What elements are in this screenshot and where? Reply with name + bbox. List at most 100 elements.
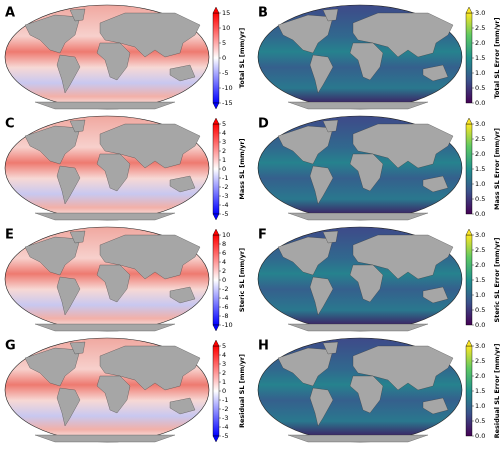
colorbar-label: Residual SL Error [mm/yr] xyxy=(493,344,500,439)
colorbar-tick-label: 0 xyxy=(222,387,226,395)
colorbar-extend-max xyxy=(212,117,220,125)
colorbar-tick-label: 0.0 xyxy=(475,432,485,440)
colorbar-tick-label: 4 xyxy=(222,129,226,137)
colorbar-tick-label: 2 xyxy=(222,147,226,155)
colorbar-tick-label: 1.0 xyxy=(475,291,485,299)
colorbar-tick-label: 1.5 xyxy=(475,276,485,284)
colorbar-tick-label: 2.0 xyxy=(475,39,485,47)
colorbar-tick-label: 1 xyxy=(222,156,226,164)
colorbar-label: Steric SL Error [mm/yr] xyxy=(493,238,500,323)
colorbar-tick-label: -10 xyxy=(222,84,233,92)
colorbar xyxy=(465,345,473,437)
colorbar-label: Mass SL Error [mm/yr] xyxy=(493,128,500,210)
colorbar-tick-label: -4 xyxy=(222,201,228,209)
colorbar-tick-label: 0.5 xyxy=(475,84,485,92)
panel: H 0.0 0.5 1.0 1.5 2.0 2.5 3.0 Residual SL Error … xyxy=(257,337,500,443)
colorbar-tick-label: -5 xyxy=(222,432,228,440)
colorbar-tick-label: 1.0 xyxy=(475,180,485,188)
panel-letter: H xyxy=(258,339,269,354)
panel-letter: G xyxy=(5,339,16,354)
colorbar-tick-label: 2.0 xyxy=(475,261,485,269)
colorbar-extend-max xyxy=(465,228,473,236)
colorbar-tick-label: -3 xyxy=(222,192,228,200)
colorbar-extend-min xyxy=(212,213,220,221)
panel: F 0.0 0.5 1.0 1.5 2.0 2.5 3.0 Steric SL Error [m… xyxy=(257,226,500,332)
colorbar-extend-max xyxy=(465,6,473,14)
colorbar-tick-label: 1.0 xyxy=(475,69,485,77)
colorbar-tick-label: 2.5 xyxy=(475,357,485,365)
colorbar-tick-label: 2 xyxy=(222,369,226,377)
colorbar-extend-max xyxy=(465,117,473,125)
colorbar-tick-label: 2.0 xyxy=(475,150,485,158)
colorbar-label: Steric SL [mm/yr] xyxy=(238,248,246,312)
colorbar-tick-label: -1 xyxy=(222,174,228,182)
colorbar-tick-label: -5 xyxy=(222,210,228,218)
colorbar xyxy=(212,345,220,437)
colorbar-tick-label: 5 xyxy=(222,120,226,128)
colorbar-tick-label: 3.0 xyxy=(475,342,485,350)
colorbar-extend-max xyxy=(212,6,220,14)
colorbar-tick-label: 4 xyxy=(222,351,226,359)
colorbar-tick-label: -1 xyxy=(222,396,228,404)
colorbar-tick-label: -15 xyxy=(222,99,233,107)
colorbar-tick-label: 1.0 xyxy=(475,402,485,410)
colorbar-label: Residual SL [mm/yr] xyxy=(238,354,246,428)
colorbar-tick-label: -8 xyxy=(222,312,228,320)
colorbar-tick-label: 0.0 xyxy=(475,321,485,329)
colorbar-extend-max xyxy=(465,339,473,347)
colorbar-extend-min xyxy=(212,324,220,332)
panel-letter: C xyxy=(5,117,15,132)
colorbar-tick-label: 6 xyxy=(222,249,226,257)
colorbar-tick-label: 1 xyxy=(222,378,226,386)
colorbar-tick-label: 2 xyxy=(222,267,226,275)
colorbar-tick-label: -5 xyxy=(222,69,228,77)
colorbar xyxy=(465,12,473,104)
colorbar-tick-label: -6 xyxy=(222,303,228,311)
colorbar xyxy=(212,12,220,104)
colorbar-tick-label: -2 xyxy=(222,285,228,293)
colorbar-tick-label: 5 xyxy=(222,39,226,47)
colorbar xyxy=(212,123,220,215)
colorbar-tick-label: 0.5 xyxy=(475,306,485,314)
colorbar-label: Total SL Error [mm/yr] xyxy=(493,17,500,98)
colorbar-tick-label: 3.0 xyxy=(475,9,485,17)
colorbar-tick-label: 0.5 xyxy=(475,417,485,425)
colorbar-tick-label: -10 xyxy=(222,321,233,329)
colorbar-extend-min xyxy=(212,435,220,443)
colorbar-extend-max xyxy=(212,228,220,236)
colorbar-tick-label: 8 xyxy=(222,240,226,248)
colorbar-tick-label: 4 xyxy=(222,258,226,266)
colorbar-tick-label: 2.5 xyxy=(475,135,485,143)
colorbar-extend-min xyxy=(212,102,220,110)
colorbar-extend-max xyxy=(212,339,220,347)
colorbar-tick-label: 3.0 xyxy=(475,120,485,128)
colorbar-tick-label: -3 xyxy=(222,414,228,422)
colorbar xyxy=(212,234,220,326)
panel-letter: F xyxy=(258,228,267,243)
colorbar-tick-label: 3.0 xyxy=(475,231,485,239)
colorbar-tick-label: 0.0 xyxy=(475,99,485,107)
colorbar-tick-label: 1.5 xyxy=(475,165,485,173)
colorbar-tick-label: 0 xyxy=(222,54,226,62)
colorbar xyxy=(465,123,473,215)
colorbar-tick-label: 2.5 xyxy=(475,24,485,32)
panel: B 0.0 0.5 1.0 1.5 2.0 2.5 3.0 Total SL Error [mm… xyxy=(257,4,500,110)
colorbar-tick-label: 0 xyxy=(222,276,226,284)
panel: A -15 -10 -5 0 5 10 15 Total SL [mm/yr] xyxy=(4,4,246,110)
panel-letter: A xyxy=(5,6,15,21)
colorbar-tick-label: 0.0 xyxy=(475,210,485,218)
colorbar-tick-label: 1.5 xyxy=(475,54,485,62)
panel-letter: D xyxy=(258,117,269,132)
colorbar-label: Mass SL [mm/yr] xyxy=(238,138,246,199)
colorbar-tick-label: 0.5 xyxy=(475,195,485,203)
colorbar-tick-label: -4 xyxy=(222,423,228,431)
colorbar-tick-label: 3 xyxy=(222,138,226,146)
colorbar xyxy=(465,234,473,326)
colorbar-tick-label: -2 xyxy=(222,183,228,191)
